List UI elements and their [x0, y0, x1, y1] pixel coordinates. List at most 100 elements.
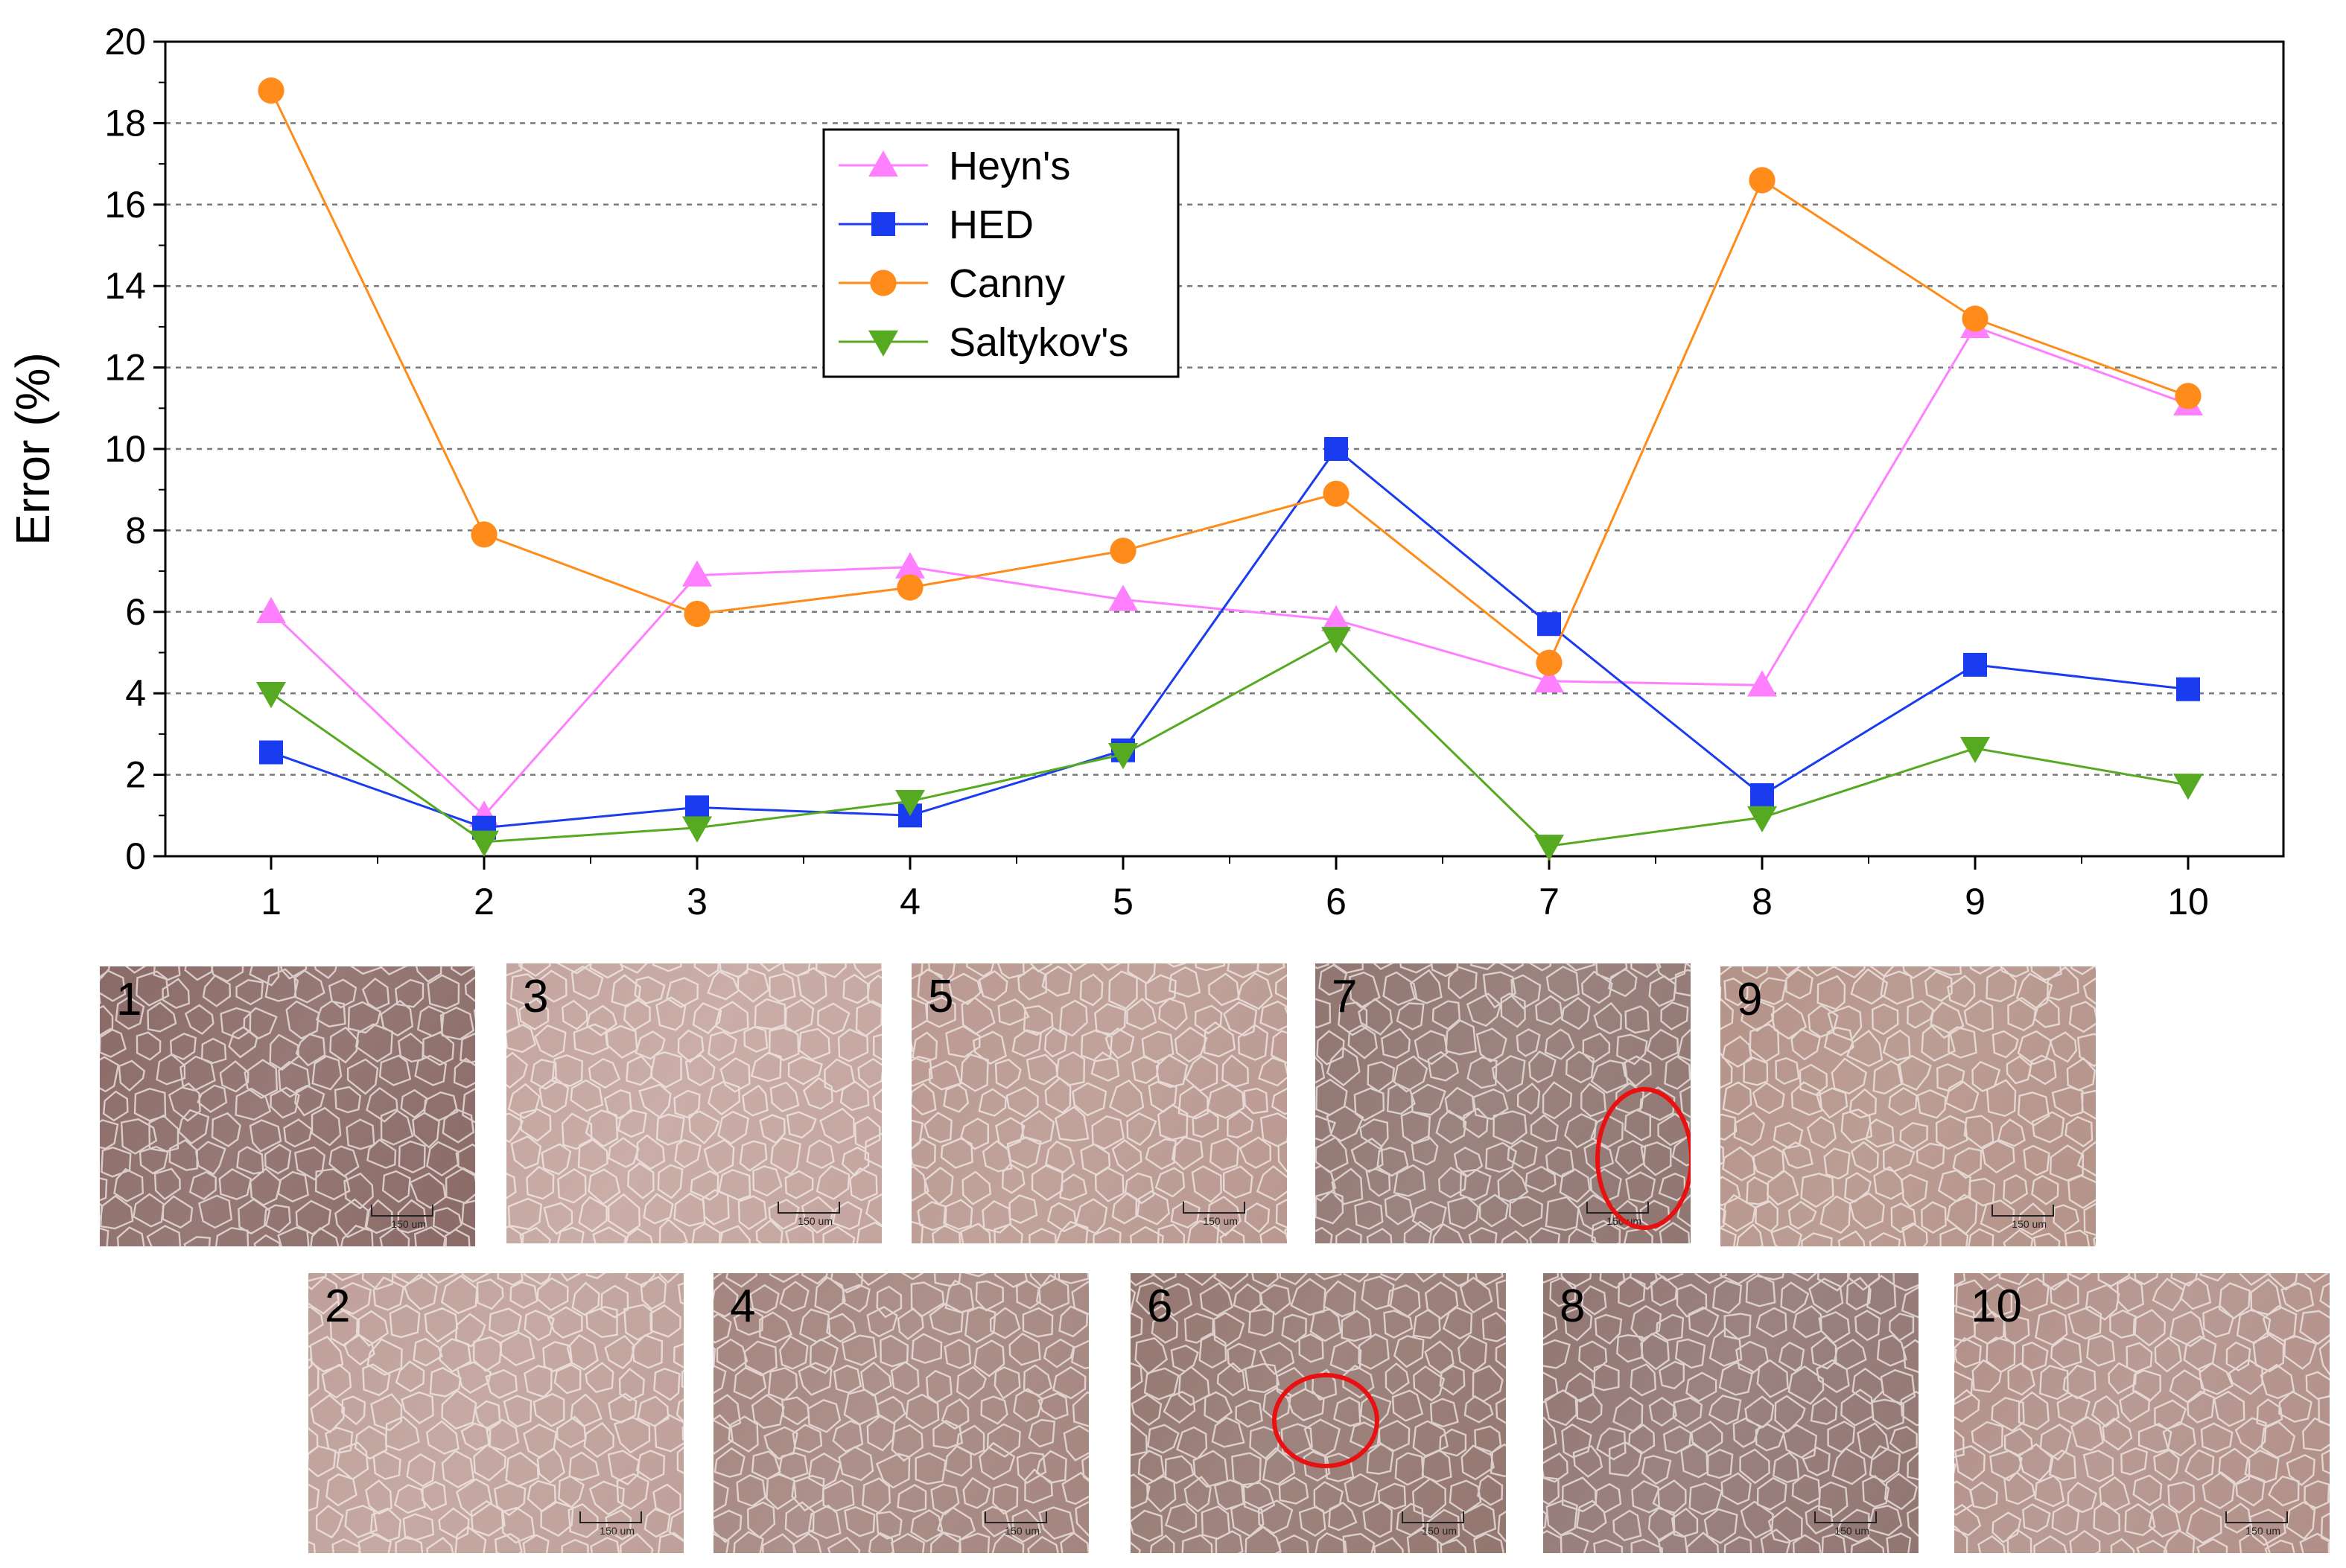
x-axis-ticks: 1 2 3 4 5 6 7 8 9 10	[261, 856, 2209, 922]
point-hed-9	[1963, 652, 1987, 677]
x-tick-label: 6	[1326, 881, 1347, 922]
scale-bar	[579, 1511, 642, 1523]
scale-bar	[1402, 1511, 1464, 1523]
grain-texture	[713, 1273, 1089, 1553]
y-tick-label: 12	[104, 347, 146, 389]
x-tick-label: 2	[474, 881, 495, 922]
series-layer	[256, 77, 2203, 861]
scale-bar-label: 150 um	[600, 1525, 635, 1537]
y-axis-title: Error (%)	[6, 352, 60, 546]
y-tick-label: 20	[104, 21, 146, 63]
micrograph-number: 9	[1737, 974, 1763, 1025]
point-canny-1	[258, 77, 284, 104]
point-canny-5	[1110, 538, 1137, 564]
point-canny-3	[684, 600, 711, 628]
series-canny	[258, 77, 2202, 676]
defect-highlight-ring	[1595, 1087, 1691, 1230]
grain-texture	[1315, 963, 1691, 1243]
micrograph-10: 10 150 um	[1954, 1273, 2330, 1553]
scale-bar-label: 150 um	[1422, 1525, 1457, 1537]
y-axis-ticks: 0 2 4 6 8 10 12 14 16 18 20	[104, 21, 165, 877]
x-tick-label: 1	[261, 881, 282, 922]
point-heyns-3	[682, 560, 712, 587]
micrograph-number: 3	[523, 971, 549, 1022]
x-tick-label: 7	[1539, 881, 1560, 922]
point-saltykovs-9	[1960, 736, 1990, 764]
legend: Heyn's HED Canny Saltykov's	[822, 128, 1180, 378]
micrograph-number: 7	[1332, 971, 1358, 1022]
point-hed-6	[1324, 437, 1348, 461]
scale-bar-label: 150 um	[1203, 1215, 1238, 1227]
y-tick-label: 18	[104, 102, 146, 144]
grain-texture	[100, 966, 475, 1246]
point-hed-8	[1750, 783, 1774, 807]
micrograph-number: 10	[1971, 1281, 2022, 1332]
y-tick-label: 14	[104, 265, 146, 307]
micrograph-7: 7 150 um	[1315, 963, 1691, 1243]
grain-texture	[1954, 1273, 2330, 1553]
micrograph-8: 8 150 um	[1543, 1273, 1919, 1553]
x-tick-label: 4	[900, 881, 921, 922]
point-hed-7	[1537, 612, 1561, 637]
point-heyns-8	[1747, 670, 1777, 697]
x-tick-label: 9	[1965, 881, 1986, 922]
series-line-canny	[270, 89, 2189, 665]
point-saltykovs-5	[1108, 743, 1138, 770]
point-saltykovs-2	[469, 830, 499, 857]
point-heyns-5	[1108, 584, 1138, 611]
grain-texture	[1131, 1273, 1506, 1553]
point-canny-9	[1962, 305, 1989, 332]
micrograph-number: 4	[730, 1281, 756, 1332]
scale-bar-label: 150 um	[2245, 1525, 2280, 1537]
micrograph-2: 2 150 um	[308, 1273, 684, 1553]
point-saltykovs-8	[1747, 806, 1777, 833]
scale-bar-label: 150 um	[1834, 1525, 1869, 1537]
series-saltykovs	[256, 627, 2203, 861]
scale-bar	[1991, 1205, 2054, 1217]
point-saltykovs-7	[1534, 835, 1564, 861]
scale-bar	[985, 1511, 1047, 1523]
legend-item-heyns: Heyn's	[839, 144, 1070, 188]
micrograph-1: 1 150 um	[100, 966, 475, 1246]
legend-label-canny: Canny	[949, 261, 1065, 306]
horizontal-gridlines	[165, 122, 2283, 776]
series-heyns	[256, 311, 2203, 827]
legend-marker-saltykovs	[868, 330, 898, 357]
y-tick-label: 6	[125, 591, 146, 633]
point-saltykovs-10	[2173, 774, 2203, 800]
series-line-saltykovs	[270, 637, 2189, 847]
micrograph-number: 8	[1560, 1281, 1586, 1332]
point-canny-10	[2175, 383, 2202, 409]
point-canny-7	[1536, 649, 1563, 676]
grain-texture	[1543, 1273, 1919, 1553]
legend-marker-heyns	[868, 150, 898, 177]
scale-bar-label: 150 um	[1005, 1525, 1040, 1537]
y-tick-label: 16	[104, 184, 146, 226]
micrograph-6: 6 150 um	[1131, 1273, 1506, 1553]
series-hed	[259, 437, 2200, 840]
defect-highlight-ring	[1272, 1373, 1379, 1468]
scale-bar	[1183, 1202, 1245, 1214]
x-tick-label: 3	[687, 881, 708, 922]
point-saltykovs-3	[682, 816, 712, 843]
legend-item-canny: Canny	[839, 261, 1065, 306]
scale-bar	[778, 1202, 840, 1214]
scale-bar	[1814, 1511, 1877, 1523]
micrograph-number: 6	[1147, 1281, 1173, 1332]
y-tick-label: 10	[104, 428, 146, 470]
legend-item-saltykovs: Saltykov's	[839, 320, 1128, 365]
scale-bar-label: 150 um	[798, 1215, 833, 1227]
legend-item-hed: HED	[839, 203, 1034, 247]
y-tick-label: 0	[125, 835, 146, 877]
point-heyns-1	[256, 596, 286, 623]
micrograph-4: 4 150 um	[713, 1273, 1089, 1553]
legend-label-hed: HED	[949, 203, 1034, 247]
point-saltykovs-6	[1321, 627, 1351, 654]
grain-texture	[1720, 966, 2096, 1246]
x-tick-label: 10	[2167, 881, 2209, 922]
point-heyns-6	[1321, 605, 1351, 631]
legend-marker-hed	[871, 212, 895, 236]
scale-bar	[2225, 1511, 2288, 1523]
micrograph-number: 5	[928, 971, 954, 1022]
